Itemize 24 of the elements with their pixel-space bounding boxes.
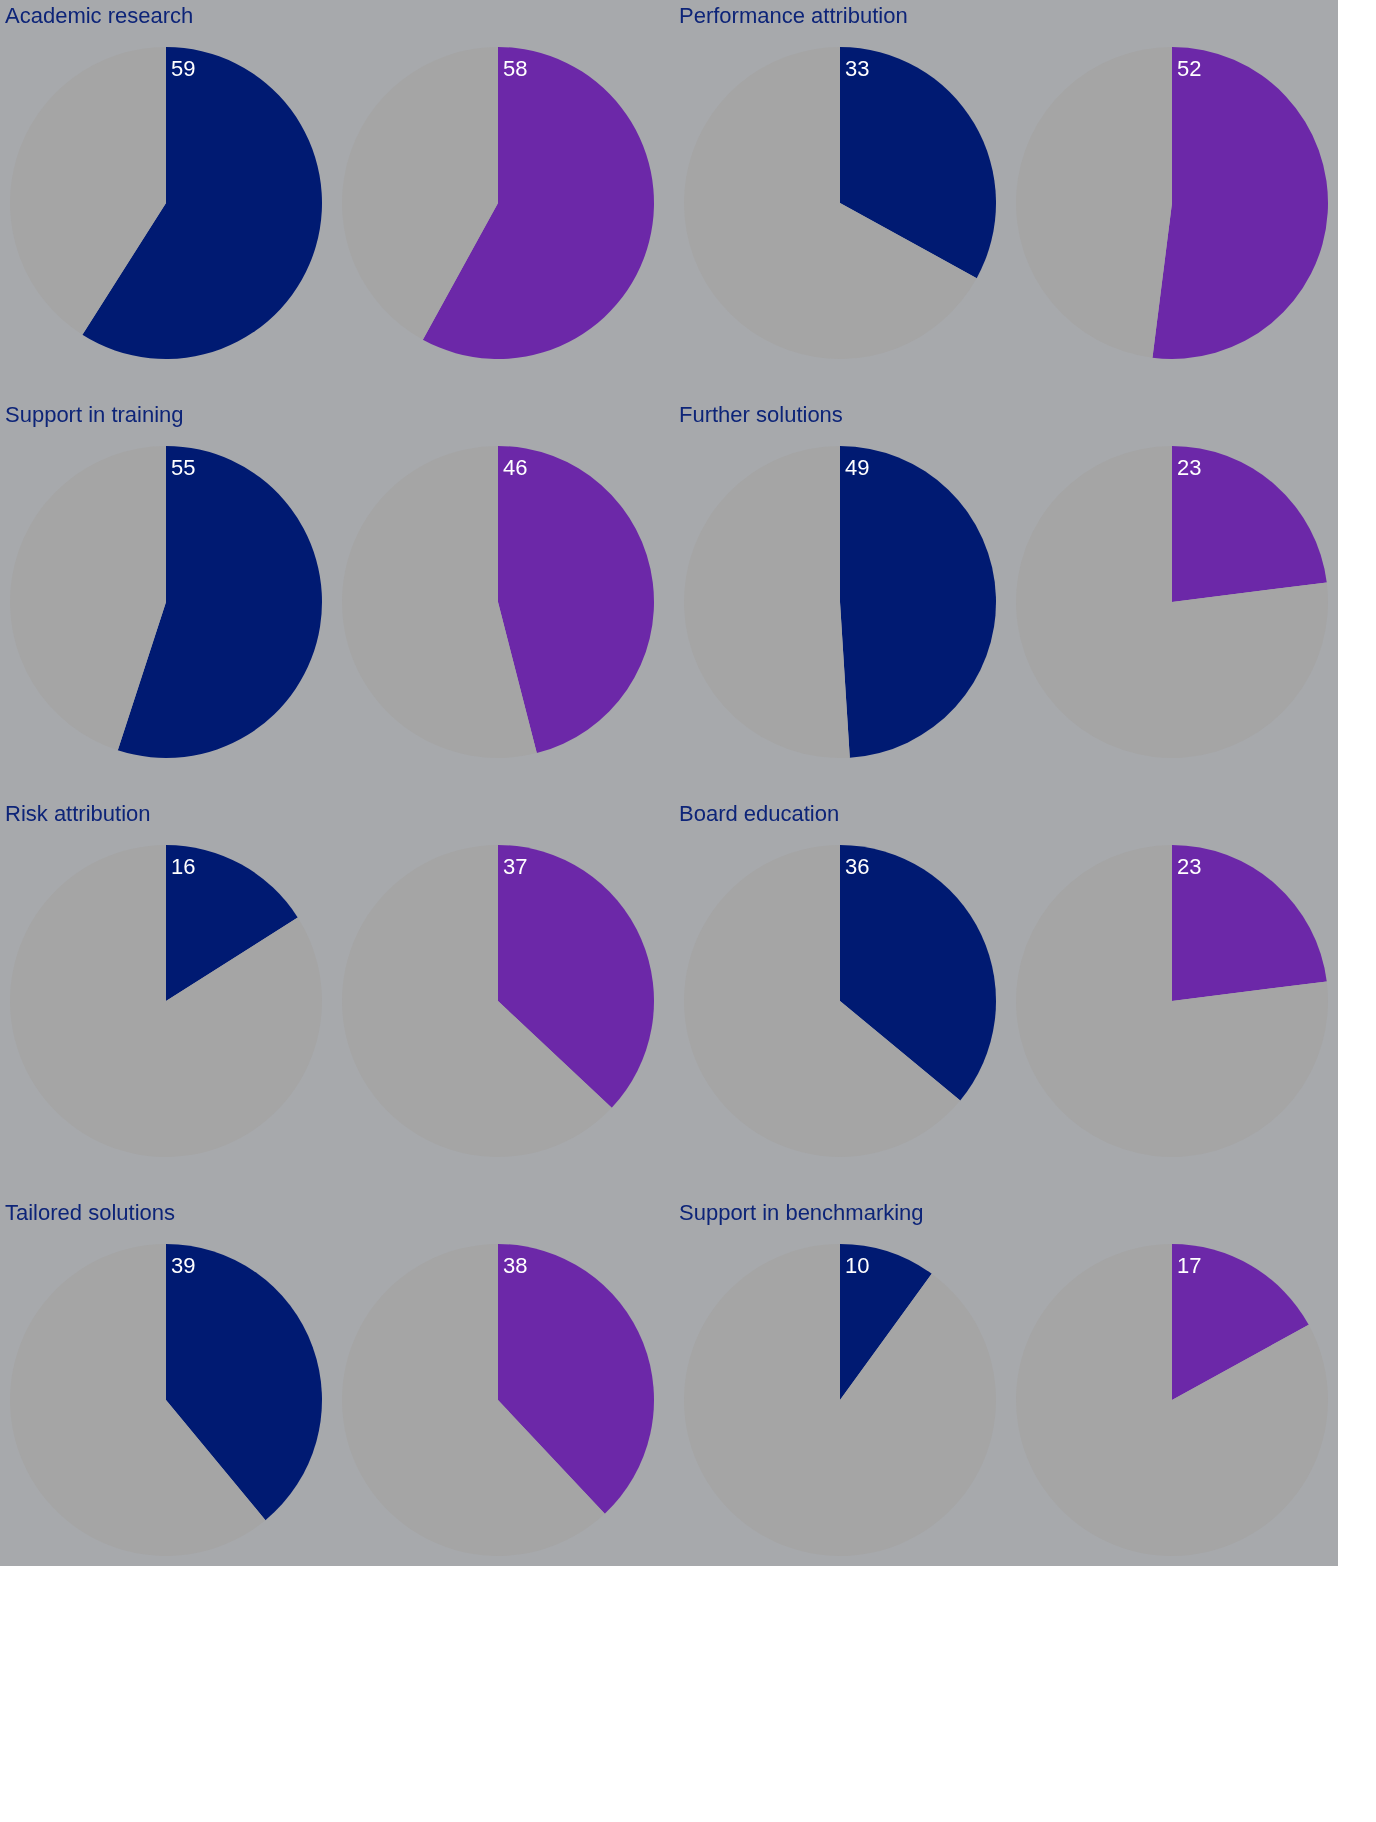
data-label: 55: [171, 455, 196, 480]
data-label: 52: [1177, 56, 1202, 81]
chart-title: Performance attribution: [679, 3, 908, 28]
data-label: 10: [845, 1253, 870, 1278]
chart-title: Academic research: [5, 3, 194, 28]
chart-title: Further solutions: [679, 402, 843, 427]
data-label: 23: [1177, 854, 1202, 879]
chart-title: Board education: [679, 801, 840, 826]
data-label: 33: [845, 56, 870, 81]
chart-title: Support in training: [5, 402, 184, 427]
data-label: 17: [1177, 1253, 1202, 1278]
data-label: 38: [503, 1253, 528, 1278]
data-label: 39: [171, 1253, 196, 1278]
data-label: 23: [1177, 455, 1202, 480]
chart-title: Tailored solutions: [5, 1200, 175, 1225]
data-label: 36: [845, 854, 870, 879]
data-label: 49: [845, 455, 870, 480]
data-label: 59: [171, 56, 196, 81]
data-label: 37: [503, 854, 528, 879]
chart-title: Support in benchmarking: [679, 1200, 924, 1225]
chart-title: Risk attribution: [5, 801, 151, 826]
data-label: 16: [171, 854, 196, 879]
data-label: 46: [503, 455, 528, 480]
data-label: 58: [503, 56, 528, 81]
